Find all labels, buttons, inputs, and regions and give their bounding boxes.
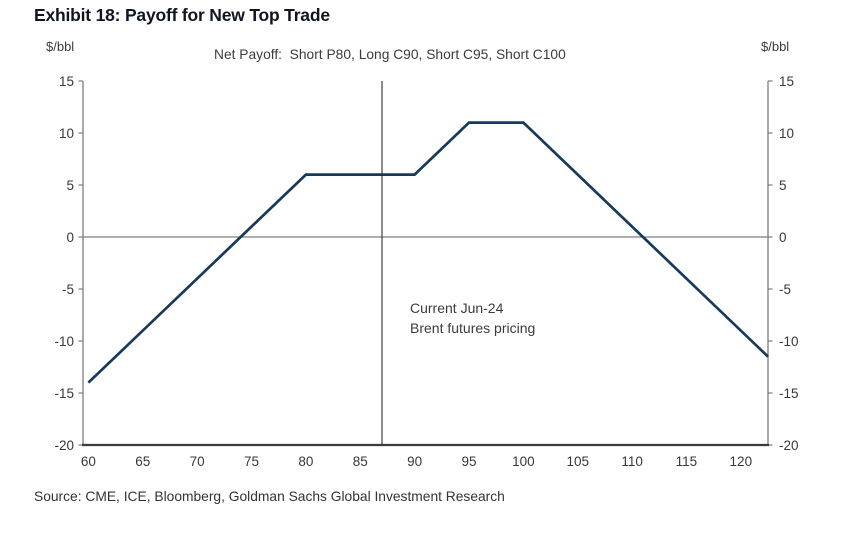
- payoff-line: [87, 121, 769, 384]
- y-tick-label-right: -20: [779, 438, 799, 453]
- x-tick-label: 100: [512, 454, 535, 469]
- y-tick-label-left: 15: [59, 74, 74, 89]
- y-tick-label-right: -10: [779, 334, 799, 349]
- y-tick-label-right: -15: [779, 386, 799, 401]
- vline-annotation-line2: Brent futures pricing: [410, 320, 536, 336]
- y-tick-label-right: 5: [779, 178, 787, 193]
- y-tick-label-left: -10: [54, 334, 74, 349]
- y-tick-label-right: 10: [779, 126, 794, 141]
- x-tick-label: 95: [461, 454, 476, 469]
- x-tick-label: 65: [135, 454, 150, 469]
- right-axis-unit-label: $/bbl: [761, 39, 790, 54]
- source-note: Source: CME, ICE, Bloomberg, Goldman Sac…: [34, 489, 505, 504]
- y-tick-label-right: 15: [779, 74, 794, 89]
- left-axis-unit-label: $/bbl: [46, 39, 75, 54]
- vline-annotation-line1: Current Jun-24: [410, 300, 504, 316]
- chart-subtitle: Net Payoff: Short P80, Long C90, Short C…: [214, 47, 566, 62]
- x-tick-label: 110: [621, 454, 643, 469]
- x-tick-label: 115: [676, 454, 698, 469]
- y-tick-label-left: 10: [59, 126, 74, 141]
- x-tick-label: 75: [244, 454, 259, 469]
- vline-annotation: Current Jun-24 Brent futures pricing: [410, 298, 535, 338]
- y-tick-label-left: -20: [54, 438, 74, 453]
- x-tick-label: 60: [81, 454, 96, 469]
- page-title: Exhibit 18: Payoff for New Top Trade: [34, 5, 330, 25]
- y-tick-label-right: -5: [779, 282, 791, 297]
- x-tick-label: 120: [730, 454, 753, 469]
- y-tick-label-left: -15: [54, 386, 74, 401]
- x-tick-label: 70: [190, 454, 205, 469]
- y-tick-label-right: 0: [779, 230, 787, 245]
- x-tick-label: 90: [407, 454, 422, 469]
- y-tick-label-left: 5: [66, 178, 74, 193]
- x-tick-label: 105: [566, 454, 589, 469]
- x-tick-label: 80: [298, 454, 313, 469]
- x-tick-label: 85: [353, 454, 368, 469]
- y-tick-label-left: -5: [62, 282, 74, 297]
- y-tick-label-left: 0: [66, 230, 74, 245]
